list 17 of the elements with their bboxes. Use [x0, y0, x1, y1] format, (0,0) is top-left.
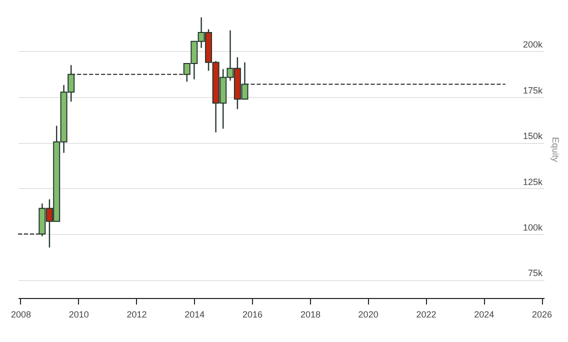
y-axis-title: Equity [550, 136, 560, 163]
y-tick-label: 100k [522, 222, 543, 233]
x-tick-label: 2018 [300, 310, 320, 320]
x-tick-label: 2016 [242, 310, 263, 320]
y-tick-label: 75k [528, 268, 543, 278]
y-tick-label: 125k [522, 176, 543, 187]
x-tick-label: 2024 [474, 310, 494, 320]
x-tick-label: 2010 [68, 310, 89, 320]
x-tick-label: 2022 [416, 310, 436, 320]
x-tick-label: 2008 [10, 310, 31, 320]
x-tick-label: 2014 [184, 310, 205, 320]
x-tick-label: 2026 [532, 310, 552, 320]
x-tick-label: 2020 [358, 310, 378, 320]
y-tick-label: 175k [522, 85, 543, 96]
y-tick-label: 200k [522, 40, 543, 50]
y-tick-label: 150k [522, 131, 543, 142]
x-tick-label: 2012 [126, 310, 147, 320]
